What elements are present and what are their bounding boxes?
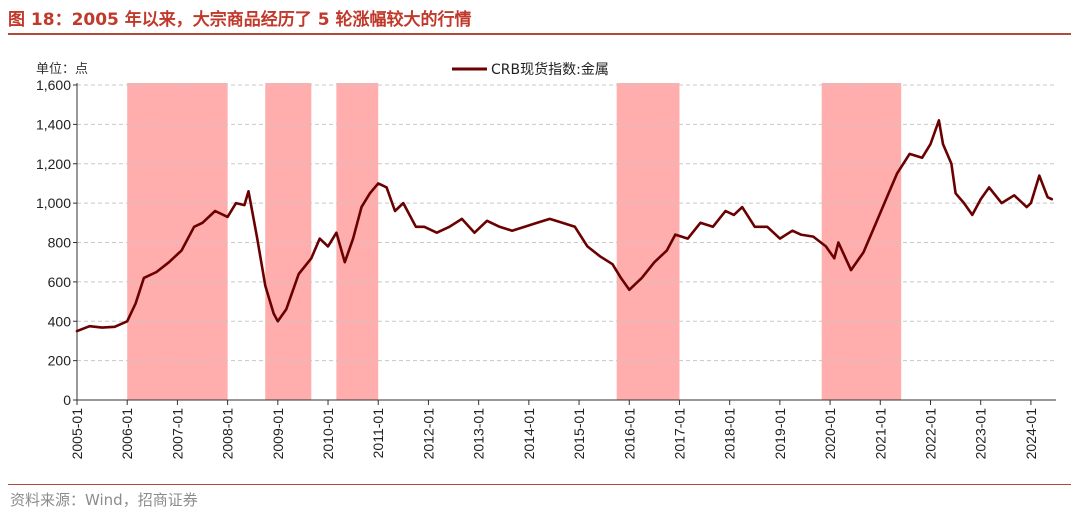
x-tick-label: 2011-01 (370, 408, 386, 459)
x-axis-ticks: 2005-01 2006-01 2007-01 2008-01 2009-01 2010-… (69, 408, 1039, 460)
y-tick-label: 0 (63, 392, 71, 408)
shaded-period-3 (336, 83, 379, 400)
x-tick-label: 2013-01 (471, 408, 487, 460)
x-tick-label: 2023-01 (973, 408, 989, 460)
x-tick-label: 2008-01 (220, 408, 236, 460)
x-tick-label: 2015-01 (571, 408, 587, 460)
x-tick-label: 2005-01 (69, 408, 85, 460)
y-tick-label: 1,000 (36, 195, 71, 211)
x-tick-label: 2024-01 (1023, 408, 1039, 460)
x-tick-label: 2021-01 (872, 408, 888, 460)
y-tick-label: 1,200 (36, 156, 71, 172)
axes (73, 83, 1056, 405)
shaded-periods (127, 83, 902, 400)
legend: CRB现货指数:金属 (452, 61, 609, 78)
series-line-1 (75, 119, 1054, 333)
y-axis-ticks: 0 200 400 600 800 1,000 1,200 1,400 1,600 (36, 77, 71, 408)
x-tick-label: 2010-01 (320, 408, 336, 460)
source-note: 资料来源：Wind，招商证券 (10, 491, 198, 509)
x-tick-label: 2012-01 (420, 408, 436, 460)
x-tick-label: 2019-01 (772, 408, 788, 460)
x-tick-label: 2022-01 (922, 408, 938, 460)
source-divider (8, 484, 1071, 485)
y-tick-label: 200 (48, 353, 72, 369)
y-tick-label: 800 (48, 235, 72, 251)
y-tick-label: 1,600 (36, 77, 71, 93)
shaded-period-4 (616, 83, 680, 400)
x-tick-label: 2020-01 (822, 408, 838, 460)
title-divider (8, 33, 1071, 35)
x-tick-label: 2009-01 (270, 408, 286, 460)
shaded-period-2 (265, 83, 312, 400)
y-tick-label: 400 (48, 313, 72, 329)
figure-title: 图 18：2005 年以来，大宗商品经历了 5 轮涨幅较大的行情 (8, 10, 472, 30)
shaded-period-5 (821, 83, 902, 400)
y-tick-label: 600 (48, 274, 72, 290)
x-tick-label: 2017-01 (671, 408, 687, 460)
y-tick-label: 1,400 (36, 116, 71, 132)
x-tick-label: 2006-01 (119, 408, 135, 460)
series-layer (75, 119, 1054, 333)
legend-label: CRB现货指数:金属 (491, 61, 609, 78)
x-tick-label: 2018-01 (722, 408, 738, 460)
shaded-period-1 (127, 83, 228, 400)
unit-label: 单位：点 (36, 62, 89, 77)
x-tick-label: 2016-01 (621, 408, 637, 460)
x-tick-label: 2007-01 (169, 408, 185, 460)
x-tick-label: 2014-01 (521, 408, 537, 460)
